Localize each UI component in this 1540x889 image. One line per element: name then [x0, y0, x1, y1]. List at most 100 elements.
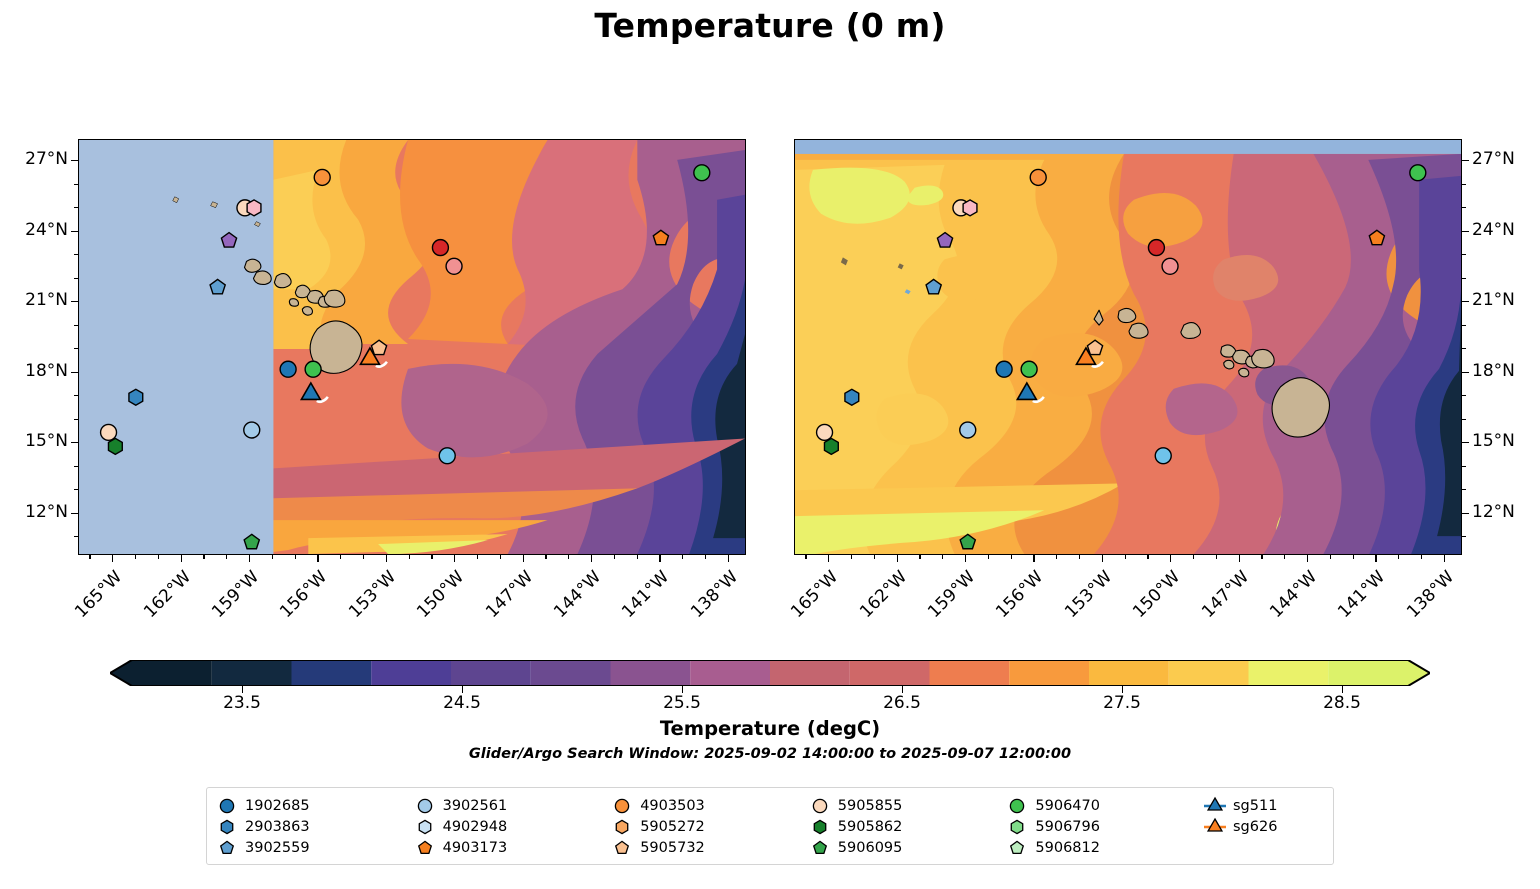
x-tick	[522, 555, 524, 562]
legend-item-sg511[interactable]: sg511	[1204, 796, 1323, 815]
y-minor-tick	[1462, 418, 1466, 420]
legend-item-5906796[interactable]: 5906796	[1007, 818, 1205, 836]
circle-marker-icon	[810, 797, 830, 815]
glider-marker-sg626[interactable]	[1075, 346, 1097, 366]
legend[interactable]: 1902685 3902561 4903503 5905855 5906470 sg511…	[206, 787, 1334, 865]
float-marker-2903863[interactable]	[128, 388, 144, 407]
legend-label: 5905272	[640, 818, 705, 835]
y-tick	[71, 301, 78, 303]
rtofs-temperature-field	[79, 140, 745, 554]
legend-item-1902685[interactable]: 1902685	[217, 797, 415, 815]
float-marker-5905855[interactable]	[815, 423, 834, 442]
map-panel-rtofs[interactable]: RTOFS - 2025-09-07 12:00:00	[78, 139, 746, 555]
y-tick-label: 18°N	[25, 360, 68, 381]
circle-marker-icon	[1007, 797, 1027, 815]
float-marker-5906815[interactable]	[431, 238, 450, 257]
x-minor-tick	[919, 555, 921, 559]
x-minor-tick	[499, 555, 502, 559]
float-marker-4903503[interactable]	[1029, 168, 1047, 187]
float-marker-1902685[interactable]	[995, 360, 1013, 378]
legend-item-5905272[interactable]: 5905272	[612, 818, 810, 836]
float-marker-2903863[interactable]	[844, 388, 860, 407]
x-minor-tick	[1420, 555, 1423, 559]
legend-item-4903173[interactable]: 4903173	[415, 839, 613, 857]
x-minor-tick	[613, 555, 616, 559]
legend-item-5906812[interactable]: 5906812	[1007, 839, 1205, 857]
y-minor-tick	[74, 465, 78, 467]
float-marker-5907061[interactable]	[1161, 257, 1179, 275]
float-marker-3902561[interactable]	[243, 421, 261, 439]
legend-item-3902561[interactable]: 3902561	[415, 797, 613, 815]
float-marker-7901106[interactable]	[936, 231, 954, 248]
float-marker-4903173[interactable]	[1368, 229, 1386, 246]
legend-item-5905862[interactable]: 5905862	[810, 818, 1008, 836]
y-tick	[71, 371, 78, 373]
legend-item-5905855[interactable]: 5905855	[810, 797, 1008, 815]
colorbar[interactable]	[110, 660, 1430, 686]
colorbar-tick-label: 24.5	[443, 693, 481, 713]
legend-item-5906470[interactable]: 5906470	[1007, 797, 1205, 815]
x-tick	[1170, 555, 1172, 562]
legend-label: 3902559	[245, 839, 310, 856]
float-marker-5906815[interactable]	[1147, 238, 1166, 257]
map-panel-cmems[interactable]: CMEMS - 2025-09-07 12:00:00	[794, 139, 1462, 555]
float-marker-4902948[interactable]	[1154, 447, 1172, 465]
float-marker-5905732[interactable]	[370, 339, 388, 356]
float-marker-5906470[interactable]	[1409, 164, 1427, 182]
x-tick-label: 162°W	[855, 567, 911, 622]
colorbar-band	[291, 660, 372, 686]
rtofs-marker-layer	[79, 140, 745, 554]
colorbar-band	[1089, 660, 1169, 686]
x-minor-tick	[226, 555, 228, 559]
float-marker-7900877[interactable]	[246, 199, 262, 217]
glider-marker-sg626[interactable]	[359, 346, 381, 366]
float-marker-4903173[interactable]	[652, 229, 670, 246]
float-marker-7901106[interactable]	[220, 231, 238, 248]
float-marker-5905855[interactable]	[99, 423, 118, 442]
float-marker-5905732[interactable]	[1086, 339, 1104, 356]
float-marker-5906470[interactable]	[693, 164, 711, 182]
legend-item-sg626[interactable]: sg626	[1204, 817, 1323, 836]
y-tick-label: 27°N	[1472, 149, 1515, 170]
x-minor-tick	[431, 555, 433, 559]
glider-marker-sg511[interactable]	[1015, 381, 1038, 401]
y-tick-label: 21°N	[25, 290, 68, 311]
y-minor-tick	[74, 418, 78, 420]
float-marker-5907061[interactable]	[445, 257, 463, 275]
float-marker-3902561[interactable]	[959, 421, 977, 439]
float-marker-1902685[interactable]	[279, 360, 297, 378]
float-marker-4903503[interactable]	[313, 168, 331, 187]
float-marker-5906095[interactable]	[959, 533, 977, 550]
x-tick	[896, 555, 898, 562]
colorbar-tick-label: 25.5	[663, 693, 701, 713]
float-marker-3902559[interactable]	[209, 278, 227, 295]
x-tick	[1238, 555, 1240, 562]
legend-item-3902559[interactable]: 3902559	[217, 839, 415, 857]
float-marker-3902559[interactable]	[925, 278, 943, 295]
float-marker-5905862[interactable]	[107, 437, 123, 456]
legend-item-2903863[interactable]: 2903863	[217, 818, 415, 836]
pentagon-marker-icon	[217, 839, 237, 857]
y-tick-label: 12°N	[25, 501, 68, 522]
x-tick-label: 141°W	[1334, 567, 1390, 622]
float-marker-5906095[interactable]	[243, 533, 261, 550]
legend-label: sg511	[1233, 797, 1278, 814]
legend-item-5905732[interactable]: 5905732	[612, 839, 810, 857]
legend-item-4902948[interactable]: 4902948	[415, 818, 613, 836]
float-marker-5906796[interactable]	[304, 360, 322, 378]
float-marker-5905862[interactable]	[823, 437, 839, 456]
glider-track-sg511	[316, 396, 329, 404]
legend-item-5906095[interactable]: 5906095	[810, 839, 1008, 857]
x-tick-label: 162°W	[139, 567, 195, 622]
y-minor-tick	[1462, 395, 1466, 397]
colorbar-tick-label: 27.5	[1103, 693, 1141, 713]
float-marker-7900877[interactable]	[962, 199, 978, 217]
float-marker-5906796[interactable]	[1020, 360, 1038, 378]
float-marker-4902948[interactable]	[438, 447, 456, 465]
glider-marker-sg511[interactable]	[299, 381, 322, 401]
x-tick	[1101, 555, 1104, 562]
x-tick-label: 165°W	[787, 567, 843, 622]
legend-item-4903503[interactable]: 4903503	[612, 797, 810, 815]
x-minor-tick	[987, 555, 990, 559]
y-tick	[1462, 301, 1469, 303]
